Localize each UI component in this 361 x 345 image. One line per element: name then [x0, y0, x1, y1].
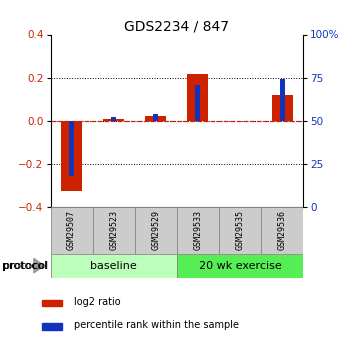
- Bar: [93, 207, 135, 254]
- Polygon shape: [34, 258, 44, 273]
- Text: protocol: protocol: [2, 262, 47, 271]
- Bar: [61, 121, 82, 191]
- Bar: [195, 85, 200, 121]
- Bar: [43, 300, 61, 306]
- Text: GSM29523: GSM29523: [109, 210, 118, 250]
- Bar: [43, 324, 61, 330]
- Bar: [280, 79, 285, 121]
- Bar: [177, 254, 303, 278]
- Bar: [219, 207, 261, 254]
- Bar: [111, 117, 116, 121]
- Bar: [51, 207, 93, 254]
- Text: GSM29533: GSM29533: [193, 210, 203, 250]
- Bar: [103, 119, 124, 121]
- Bar: [271, 95, 293, 121]
- Text: 20 wk exercise: 20 wk exercise: [199, 261, 282, 270]
- Bar: [153, 114, 158, 121]
- Text: GSM29529: GSM29529: [151, 210, 160, 250]
- Text: percentile rank within the sample: percentile rank within the sample: [74, 320, 239, 330]
- Bar: [187, 75, 208, 121]
- Text: GSM29507: GSM29507: [67, 210, 76, 250]
- Title: GDS2234 / 847: GDS2234 / 847: [125, 19, 229, 33]
- Text: GSM29536: GSM29536: [278, 210, 287, 250]
- Bar: [261, 207, 303, 254]
- Bar: [51, 254, 177, 278]
- Text: baseline: baseline: [90, 261, 137, 270]
- Bar: [177, 207, 219, 254]
- Bar: [69, 121, 74, 176]
- Bar: [135, 207, 177, 254]
- Bar: [145, 117, 166, 121]
- Text: protocol: protocol: [3, 261, 48, 270]
- Text: GSM29535: GSM29535: [236, 210, 244, 250]
- Text: log2 ratio: log2 ratio: [74, 297, 121, 307]
